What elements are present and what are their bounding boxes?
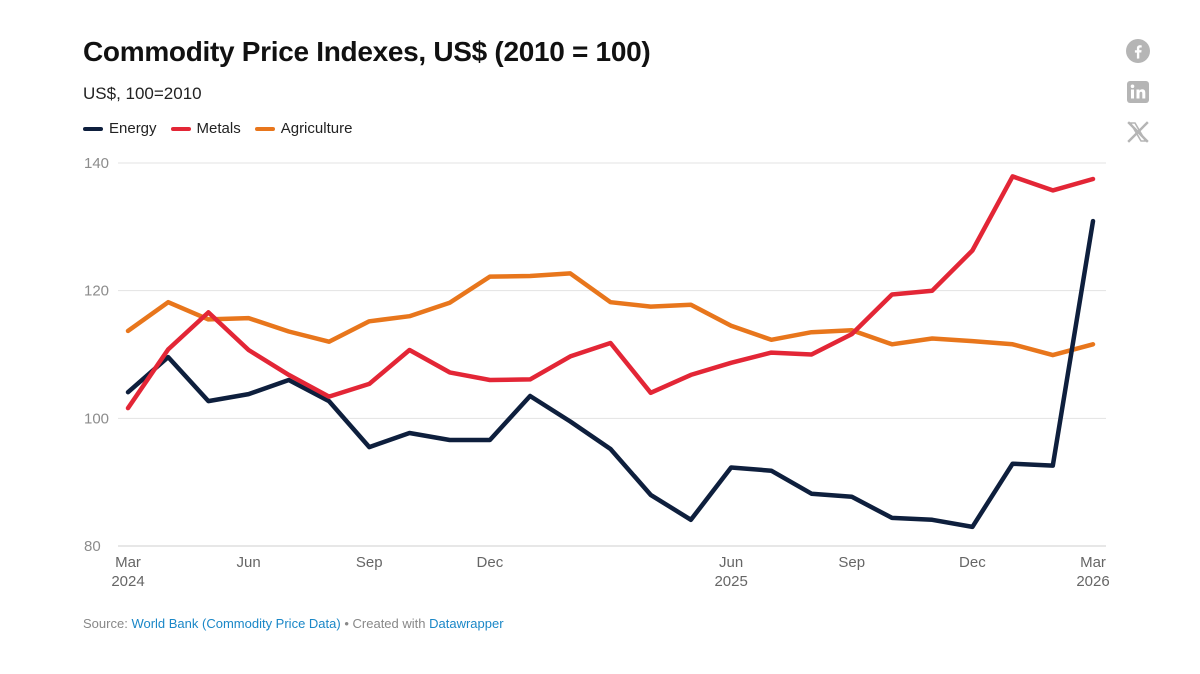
x-tick-year-label: 2026 xyxy=(1076,573,1109,590)
legend-item-metals: Metals xyxy=(170,120,241,137)
x-tick-label: Jun xyxy=(237,554,261,571)
y-tick-label: 80 xyxy=(84,538,101,555)
x-tick-label: Mar xyxy=(1080,554,1106,571)
x-tick-year-label: 2025 xyxy=(714,573,747,590)
chart-title: Commodity Price Indexes, US$ (2010 = 100… xyxy=(83,36,651,67)
x-tick-year-label: 2024 xyxy=(111,573,144,590)
series-line-metals xyxy=(125,174,1096,411)
legend-swatch-metals xyxy=(170,126,191,131)
x-tick-label: Jun xyxy=(719,554,743,571)
y-tick-label: 120 xyxy=(84,283,109,300)
legend-label-energy: Energy xyxy=(109,120,157,137)
legend-swatch-energy xyxy=(83,126,103,131)
chart-footer: Source: World Bank (Commodity Price Data… xyxy=(83,616,504,631)
x-tick-label: Mar xyxy=(115,554,141,571)
legend-label-metals: Metals xyxy=(196,120,241,137)
source-link[interactable]: World Bank (Commodity Price Data) xyxy=(131,616,341,631)
series-line-agriculture xyxy=(125,271,1096,358)
x-tick-label: Dec xyxy=(959,554,986,571)
source-label: Source: xyxy=(83,616,128,631)
legend-swatch-agriculture xyxy=(254,126,275,131)
x-tick-label: Sep xyxy=(838,554,865,571)
legend-item-agriculture: Agriculture xyxy=(254,120,353,137)
x-tick-label: Dec xyxy=(477,554,504,571)
y-tick-label: 100 xyxy=(84,410,109,427)
legend-label-agriculture: Agriculture xyxy=(280,120,353,137)
footer-separator: • xyxy=(344,616,349,631)
chart-subtitle: US$, 100=2010 xyxy=(83,84,202,103)
y-tick-label: 140 xyxy=(84,155,109,172)
x-tick-label: Sep xyxy=(356,554,383,571)
facebook-icon[interactable] xyxy=(1124,37,1152,65)
legend-item-energy: Energy xyxy=(83,120,157,137)
datawrapper-link[interactable]: Datawrapper xyxy=(429,616,504,631)
linkedin-icon[interactable] xyxy=(1124,78,1152,106)
created-label: Created with xyxy=(352,616,426,631)
chart-legend: Energy Metals Agriculture xyxy=(83,120,352,137)
series-line-energy xyxy=(125,218,1096,530)
x-icon[interactable] xyxy=(1124,118,1152,146)
